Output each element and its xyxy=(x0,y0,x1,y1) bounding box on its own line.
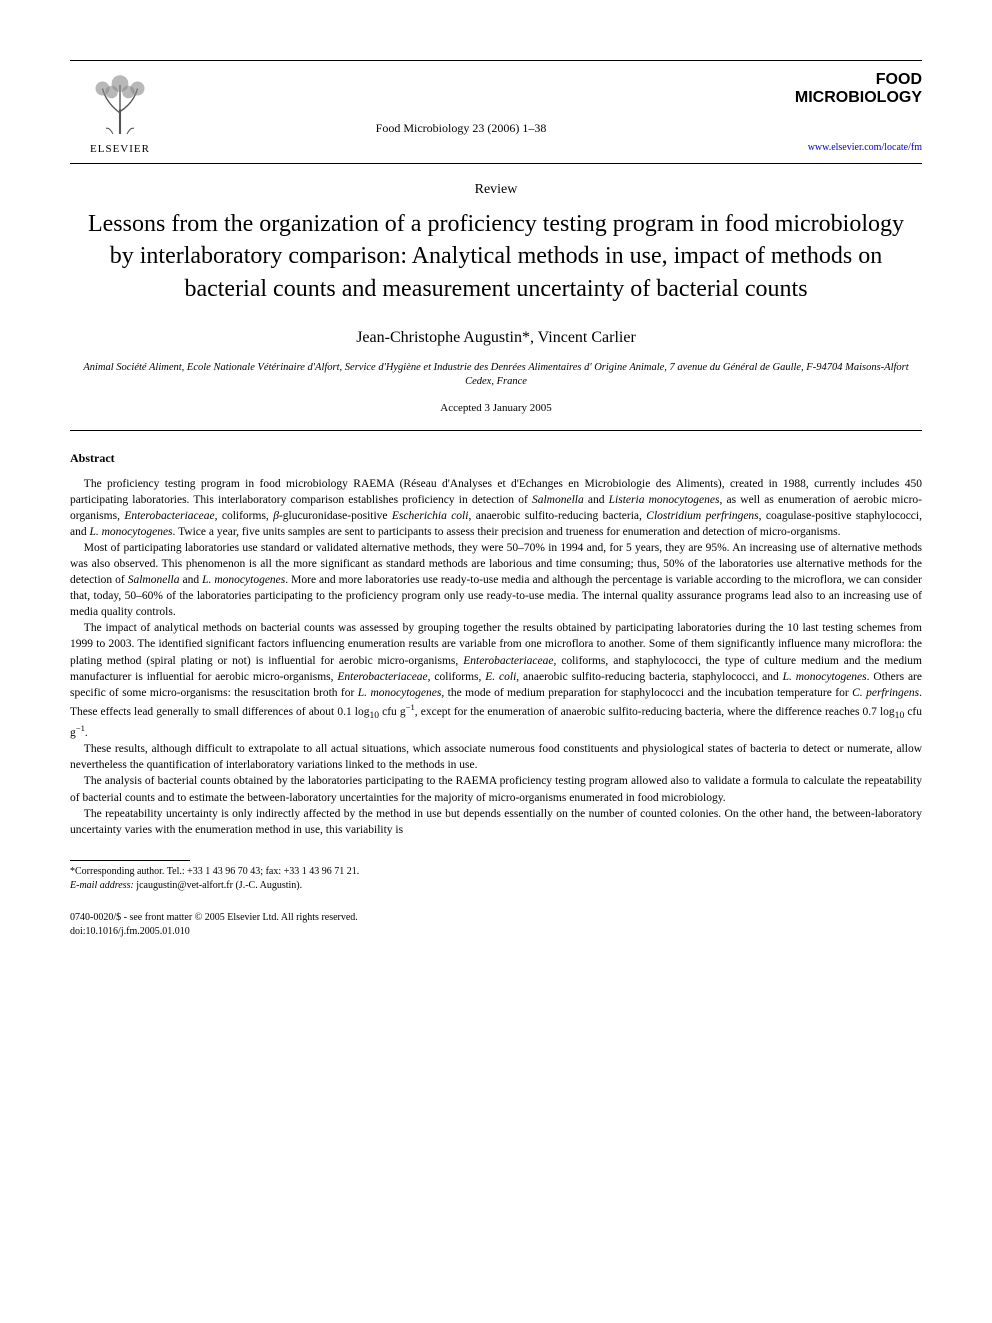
email-label: E-mail address: xyxy=(70,880,134,891)
elsevier-tree-icon xyxy=(85,71,155,141)
article-type: Review xyxy=(70,182,922,198)
corresponding-footnote: *Corresponding author. Tel.: +33 1 43 96… xyxy=(70,865,922,879)
article-title: Lessons from the organization of a profi… xyxy=(70,208,922,305)
article-header: ELSEVIER Food Microbiology 23 (2006) 1–3… xyxy=(70,71,922,155)
abstract-body: The proficiency testing program in food … xyxy=(70,476,922,838)
email-value: jcaugustin@vet-alfort.fr (J.-C. Augustin… xyxy=(136,880,302,891)
abstract-para-4: These results, although difficult to ext… xyxy=(70,741,922,773)
abstract-para-6: The repeatability uncertainty is only in… xyxy=(70,806,922,838)
journal-reference: Food Microbiology 23 (2006) 1–38 xyxy=(170,121,752,136)
abstract-para-2: Most of participating laboratories use s… xyxy=(70,540,922,620)
abstract-top-rule xyxy=(70,430,922,431)
email-footnote: E-mail address: jcaugustin@vet-alfort.fr… xyxy=(70,879,922,893)
doi-line: doi:10.1016/j.fm.2005.01.010 xyxy=(70,925,922,939)
copyright-block: 0740-0020/$ - see front matter © 2005 El… xyxy=(70,911,922,939)
footnote-rule xyxy=(70,860,190,861)
journal-website-link[interactable]: www.elsevier.com/locate/fm xyxy=(752,142,922,153)
authors: Jean-Christophe Augustin*, Vincent Carli… xyxy=(70,329,922,347)
abstract-para-1: The proficiency testing program in food … xyxy=(70,476,922,540)
copyright-line1: 0740-0020/$ - see front matter © 2005 El… xyxy=(70,911,922,925)
header-center: Food Microbiology 23 (2006) 1–38 xyxy=(170,71,752,136)
accepted-date: Accepted 3 January 2005 xyxy=(70,402,922,414)
journal-name-line2: MICROBIOLOGY xyxy=(752,89,922,107)
journal-name-line1: FOOD xyxy=(752,71,922,89)
abstract-para-3: The impact of analytical methods on bact… xyxy=(70,620,922,741)
header-bottom-rule xyxy=(70,163,922,164)
abstract-heading: Abstract xyxy=(70,451,922,466)
top-rule xyxy=(70,60,922,61)
journal-name: FOOD MICROBIOLOGY xyxy=(752,71,922,107)
publisher-logo-block: ELSEVIER xyxy=(70,71,170,155)
publisher-name: ELSEVIER xyxy=(90,143,150,155)
affiliation: Animal Société Aliment, Ecole Nationale … xyxy=(70,361,922,389)
header-right: FOOD MICROBIOLOGY www.elsevier.com/locat… xyxy=(752,71,922,153)
abstract-para-5: The analysis of bacterial counts obtaine… xyxy=(70,773,922,805)
